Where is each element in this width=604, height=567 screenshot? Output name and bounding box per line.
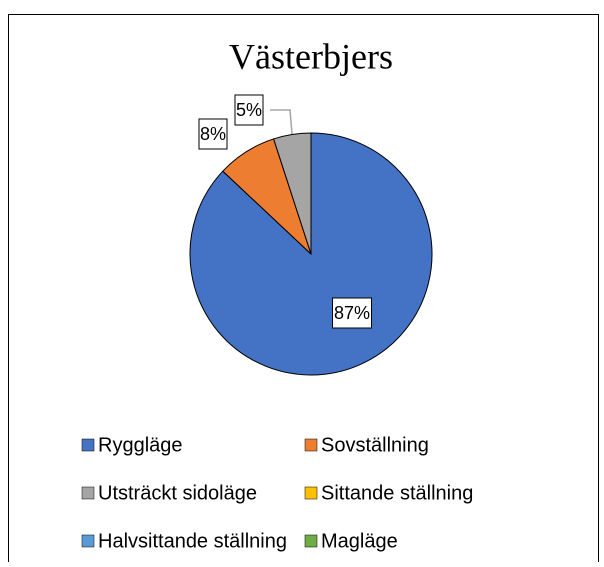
legend-swatch	[304, 486, 318, 500]
legend-label: Sittande ställning	[321, 482, 473, 504]
data-label-box	[332, 297, 372, 329]
legend-label: Halvsittande ställning	[98, 530, 287, 552]
legend-swatch	[81, 486, 95, 500]
data-label-box	[198, 118, 228, 150]
data-label-box	[234, 94, 264, 126]
legend-swatch	[81, 534, 95, 548]
legend-label: Ryggläge	[98, 434, 183, 456]
leader-line	[270, 109, 293, 135]
data-label: 8%	[200, 124, 226, 144]
legend-label: Utsträckt sidoläge	[98, 482, 257, 504]
chart-title: Västerbjers	[229, 36, 393, 76]
legend-swatch	[304, 438, 318, 452]
pie-slice	[272, 132, 312, 255]
data-label: 87%	[334, 303, 370, 323]
data-label: 5%	[236, 100, 262, 120]
legend-swatch	[81, 438, 95, 452]
legend-label: Sovställning	[321, 434, 429, 456]
legend-swatch	[304, 534, 318, 548]
legend-label: Magläge	[321, 530, 398, 552]
